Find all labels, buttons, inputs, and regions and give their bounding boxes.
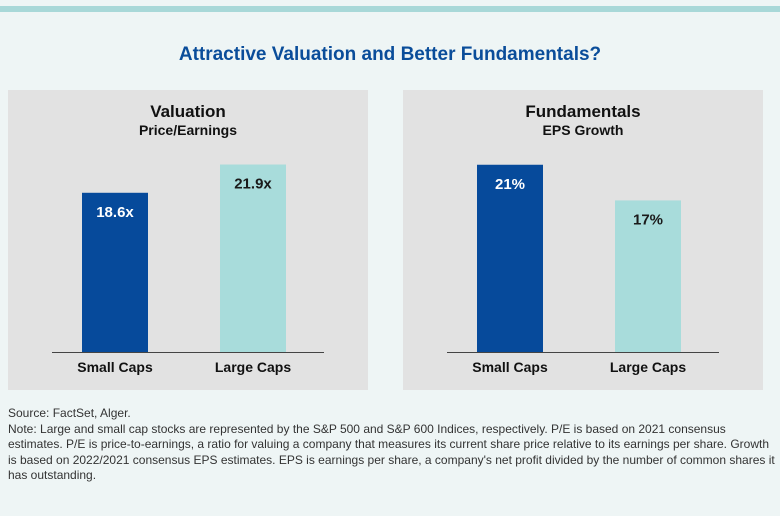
- valuation-chart: 18.6x Small Caps 21.9x Large Caps: [52, 164, 324, 375]
- data-label: 17%: [633, 211, 663, 228]
- footnotes: Source: FactSet, Alger. Note: Large and …: [8, 406, 776, 484]
- note-text: Note: Large and small cap stocks are rep…: [8, 421, 775, 483]
- category-label: Small Caps: [472, 359, 548, 375]
- bar-large-caps: [220, 164, 286, 352]
- bar-small-caps: [477, 164, 543, 352]
- category-label: Large Caps: [610, 359, 686, 375]
- panel-subtitle: EPS Growth: [542, 122, 624, 138]
- category-label: Large Caps: [215, 359, 291, 375]
- panel-subtitle: Price/Earnings: [138, 122, 238, 138]
- source-text: Source: FactSet, Alger.: [8, 406, 131, 420]
- panel-title: Valuation: [150, 102, 226, 121]
- fundamentals-panel: Fundamentals EPS Growth 21% Small Caps 17%…: [403, 90, 763, 390]
- valuation-panel: Valuation Price/Earnings 18.6x Small Caps…: [8, 90, 368, 390]
- data-label: 21%: [495, 176, 525, 193]
- bar-large-caps: [615, 200, 681, 352]
- data-label: 21.9x: [234, 176, 272, 193]
- bar-small-caps: [82, 192, 148, 352]
- category-label: Small Caps: [77, 359, 153, 375]
- panel-title: Fundamentals: [525, 102, 641, 121]
- main-title: Attractive Valuation and Better Fundamen…: [178, 44, 602, 65]
- fundamentals-chart: 21% Small Caps 17% Large Caps: [447, 164, 719, 375]
- top-accent-rule: [0, 6, 780, 12]
- data-label: 18.6x: [96, 204, 134, 221]
